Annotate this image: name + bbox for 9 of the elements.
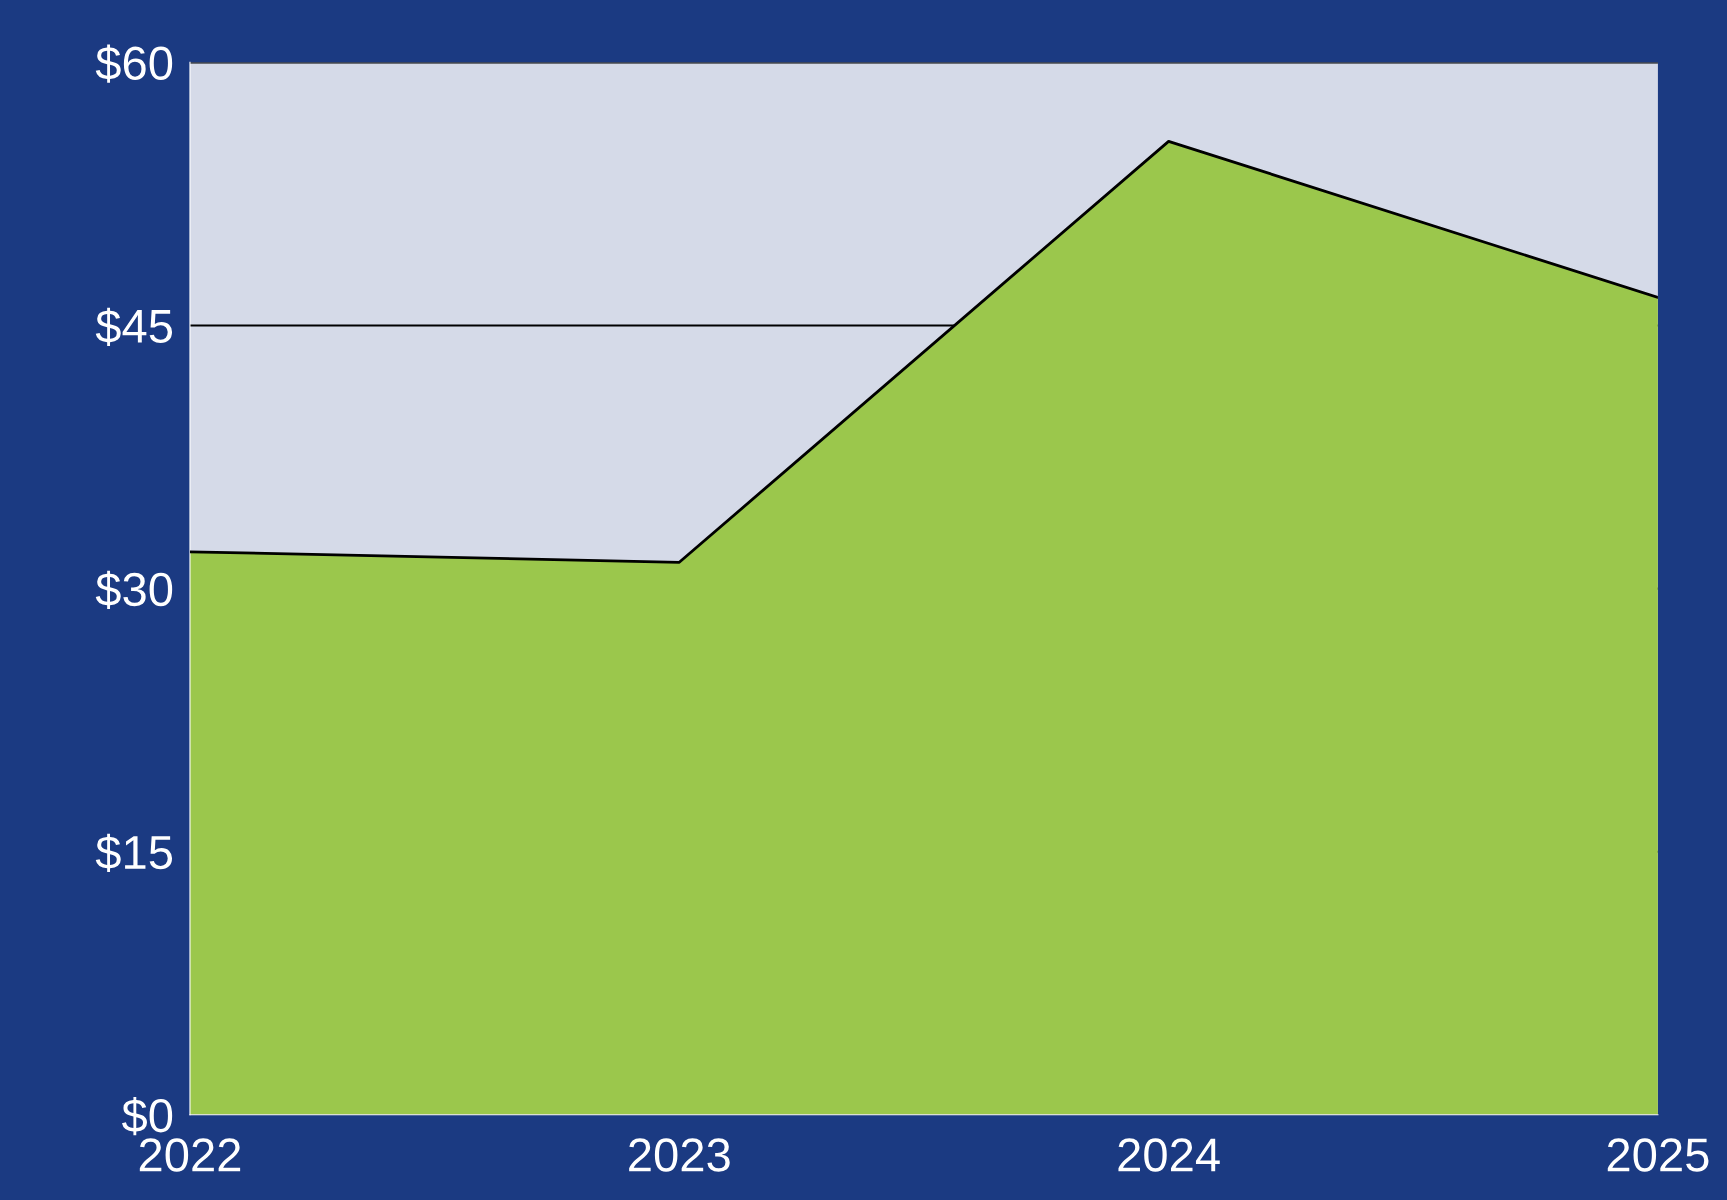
y-tick-label: $30 [95, 570, 173, 609]
x-tick-label: 2024 [1118, 1138, 1220, 1172]
x-tick-label: 2025 [1607, 1138, 1709, 1172]
y-tick-label: $0 [121, 1096, 173, 1136]
x-tick-label: 2022 [139, 1138, 241, 1172]
x-tick-label: 2023 [629, 1138, 730, 1172]
y-tick-label: $60 [95, 44, 173, 83]
y-tick-label: $15 [95, 833, 173, 873]
y-tick-label: $45 [95, 307, 173, 346]
